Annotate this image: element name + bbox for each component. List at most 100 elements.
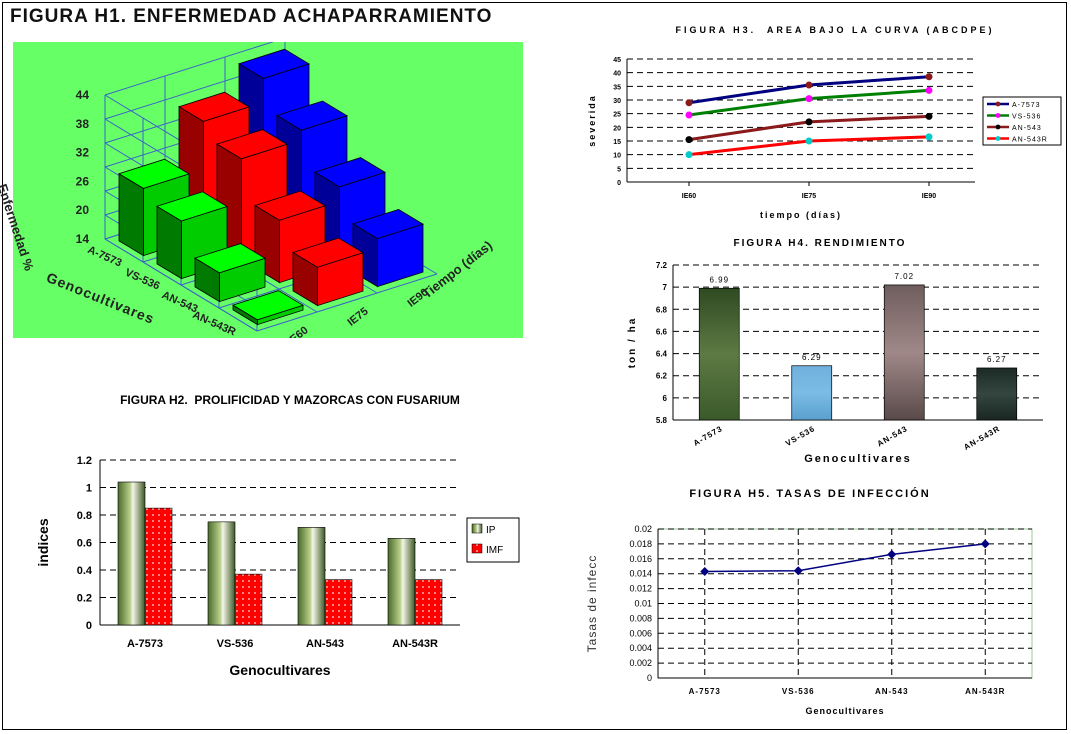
chart-h2-bar-ip <box>387 538 416 626</box>
chart-h1-bar <box>292 237 364 307</box>
chart-h1-floor-line <box>256 273 438 332</box>
chart-h2-xtick: VS-536 <box>217 638 254 650</box>
chart-h5-point <box>980 539 990 549</box>
chart-h1-title: FIGURA H1. ENFERMEDAD ACHAPARRAMIENTO <box>10 6 493 27</box>
chart-h3-ylabel: severida <box>587 94 597 147</box>
chart-h5-svg: 0 0.002 0.004 0.006 0.008 0.01 0.012 0.014 0.016… <box>585 524 1033 716</box>
chart-h3-point <box>925 112 933 120</box>
chart-h2-legend: IP IMF <box>466 517 520 563</box>
chart-h5-ylabel: Tasas de infecc <box>585 555 599 653</box>
chart-h2-legend-label: IP <box>486 525 496 536</box>
chart-h4-xtick: A-7573 <box>692 424 724 448</box>
chart-h1-bar <box>194 243 266 303</box>
chart-h5-plot-area <box>657 528 1033 679</box>
chart-h2-legend-swatch <box>471 523 483 534</box>
chart-h1-ytick: 14 <box>76 232 90 246</box>
chart-h3-legend-marker <box>995 113 1001 118</box>
chart-h1-bar-top <box>156 191 228 222</box>
chart-h3-ytick: 15 <box>613 139 621 146</box>
chart-h3-ytick: 0 <box>617 180 621 187</box>
chart-h3-point <box>685 151 693 159</box>
chart-h4-xtick: AN-543R <box>962 424 1001 452</box>
chart-h3-legend-marker <box>995 124 1001 130</box>
chart-h4-ytick: 6 <box>663 394 668 403</box>
chart-h1-bar <box>232 290 304 326</box>
chart-h3-xlabel: tiempo (días) <box>760 210 842 220</box>
chart-h3-xtick: IE60 <box>682 193 697 200</box>
chart-h2-bar-ip <box>297 527 326 626</box>
chart-h2: 0 0.2 0.4 0.6 0.8 1 1.2 A-7573 VS-536 AN-543 AN-54… <box>30 440 550 690</box>
chart-h3-ytick: 35 <box>613 84 621 91</box>
chart-h4-ytick: 6.2 <box>656 372 668 381</box>
chart-h4-ytick: 6.4 <box>656 350 668 359</box>
chart-h5: 0 0.002 0.004 0.006 0.008 0.01 0.012 0.014 0.016… <box>580 515 1050 725</box>
chart-h3-xtick: IE75 <box>802 193 817 200</box>
chart-h3-point <box>685 136 693 144</box>
chart-h4: 5.8 6 6.2 6.4 6.6 6.8 7 7.2 6.99 A-7573 6.29 VS-536… <box>585 255 1055 470</box>
chart-h3-ytick: 10 <box>613 153 621 160</box>
chart-h2-title: FIGURA H2. PROLIFICIDAD Y MAZORCAS CON F… <box>120 393 460 407</box>
chart-h1-bar-top <box>194 243 266 274</box>
chart-h2-bar-ip <box>117 481 146 626</box>
chart-h4-data-label: 6.27 <box>987 355 1007 364</box>
chart-h5-point <box>887 549 897 559</box>
chart-h3-point <box>685 99 693 107</box>
chart-h4-svg: 5.8 6 6.2 6.4 6.6 6.8 7 7.2 6.99 A-7573 6.29 VS-536… <box>627 261 1043 465</box>
chart-h3-svg: 0 5 10 15 20 25 30 35 40 45 IE60 IE75 IE90 tiempo (dí… <box>587 57 1062 220</box>
chart-h5-ytick: 0 <box>647 673 652 683</box>
chart-h4-bar <box>791 365 833 421</box>
chart-h4-ytick: 7.2 <box>656 261 668 270</box>
chart-h2-xtick: AN-543R <box>392 638 438 650</box>
chart-h5-ytick: 0.02 <box>634 524 652 534</box>
chart-h1-bar-top <box>276 100 348 131</box>
chart-h4-title: FIGURA H4. RENDIMIENTO <box>733 238 907 249</box>
chart-h1-bar-top <box>254 190 326 221</box>
chart-h3-xtick: IE90 <box>922 193 937 200</box>
chart-h1-bar-top <box>314 157 386 188</box>
chart-h3-point <box>805 81 813 89</box>
chart-h3-legend-marker <box>995 136 1001 141</box>
chart-h5-ytick: 0.01 <box>634 599 652 609</box>
chart-h1-bar-top <box>216 129 288 160</box>
chart-h5-ytick: 0.014 <box>629 569 652 579</box>
chart-h3-title: FIGURA H3. AREA BAJO LA CURVA (ABCDPE) <box>675 25 995 35</box>
chart-h1-floor-line <box>104 238 258 332</box>
chart-h1-bar <box>156 191 228 280</box>
chart-h5-point <box>700 566 710 576</box>
chart-h2-bar-ip <box>207 521 236 626</box>
chart-h4-ytick: 6.8 <box>656 305 668 314</box>
chart-h2-ytick: 0.8 <box>77 510 92 522</box>
chart-h1-bar-top <box>232 290 304 321</box>
chart-h1-ytick: 38 <box>76 117 90 131</box>
chart-h2-ytick: 1 <box>86 483 92 495</box>
chart-h3-ytick: 45 <box>613 57 621 64</box>
chart-h5-line <box>704 543 986 573</box>
chart-h2-bar-imf <box>324 579 353 626</box>
chart-h5-ytick: 0.004 <box>629 643 652 653</box>
chart-h3-point <box>925 86 933 94</box>
chart-h2-ytick: 0.2 <box>77 593 92 605</box>
chart-h3-legend-marker <box>995 101 1001 107</box>
chart-h3-point <box>925 133 933 141</box>
chart-h4-bar <box>698 287 740 421</box>
chart-h3-ytick: 20 <box>613 125 621 132</box>
chart-h1-ytick: 32 <box>76 146 90 160</box>
chart-h1-bar <box>352 208 424 288</box>
chart-h3-legend-label: AN-543 <box>1012 125 1042 132</box>
chart-h3-point <box>805 118 813 126</box>
chart-h4-xlabel: Genocultivares <box>804 453 911 465</box>
chart-h1-ytick: 26 <box>76 174 90 188</box>
chart-h5-title: FIGURA H5. TASAS DE INFECCIÓN <box>689 488 931 500</box>
chart-h2-ytick: 1.2 <box>77 455 92 467</box>
chart-h4-ytick: 7 <box>663 283 668 292</box>
chart-h3-series-line <box>688 88 930 117</box>
chart-h3-ytick: 25 <box>613 112 621 119</box>
chart-h3-legend: A-7573 VS-536 AN-543 AN-543R <box>982 96 1062 146</box>
chart-h3-point <box>925 73 933 81</box>
chart-h1: 44 38 32 26 20 14 A-7573 VS-536 AN-543 AN-543R IE6… <box>0 37 523 348</box>
chart-h3-legend-label: VS-536 <box>1012 114 1041 121</box>
chart-h4-data-label: 6.29 <box>802 353 822 362</box>
chart-h3: 0 5 10 15 20 25 30 35 40 45 IE60 IE75 IE90 tiempo (dí… <box>575 45 1065 225</box>
chart-h3-legend-label: A-7573 <box>1012 102 1041 109</box>
